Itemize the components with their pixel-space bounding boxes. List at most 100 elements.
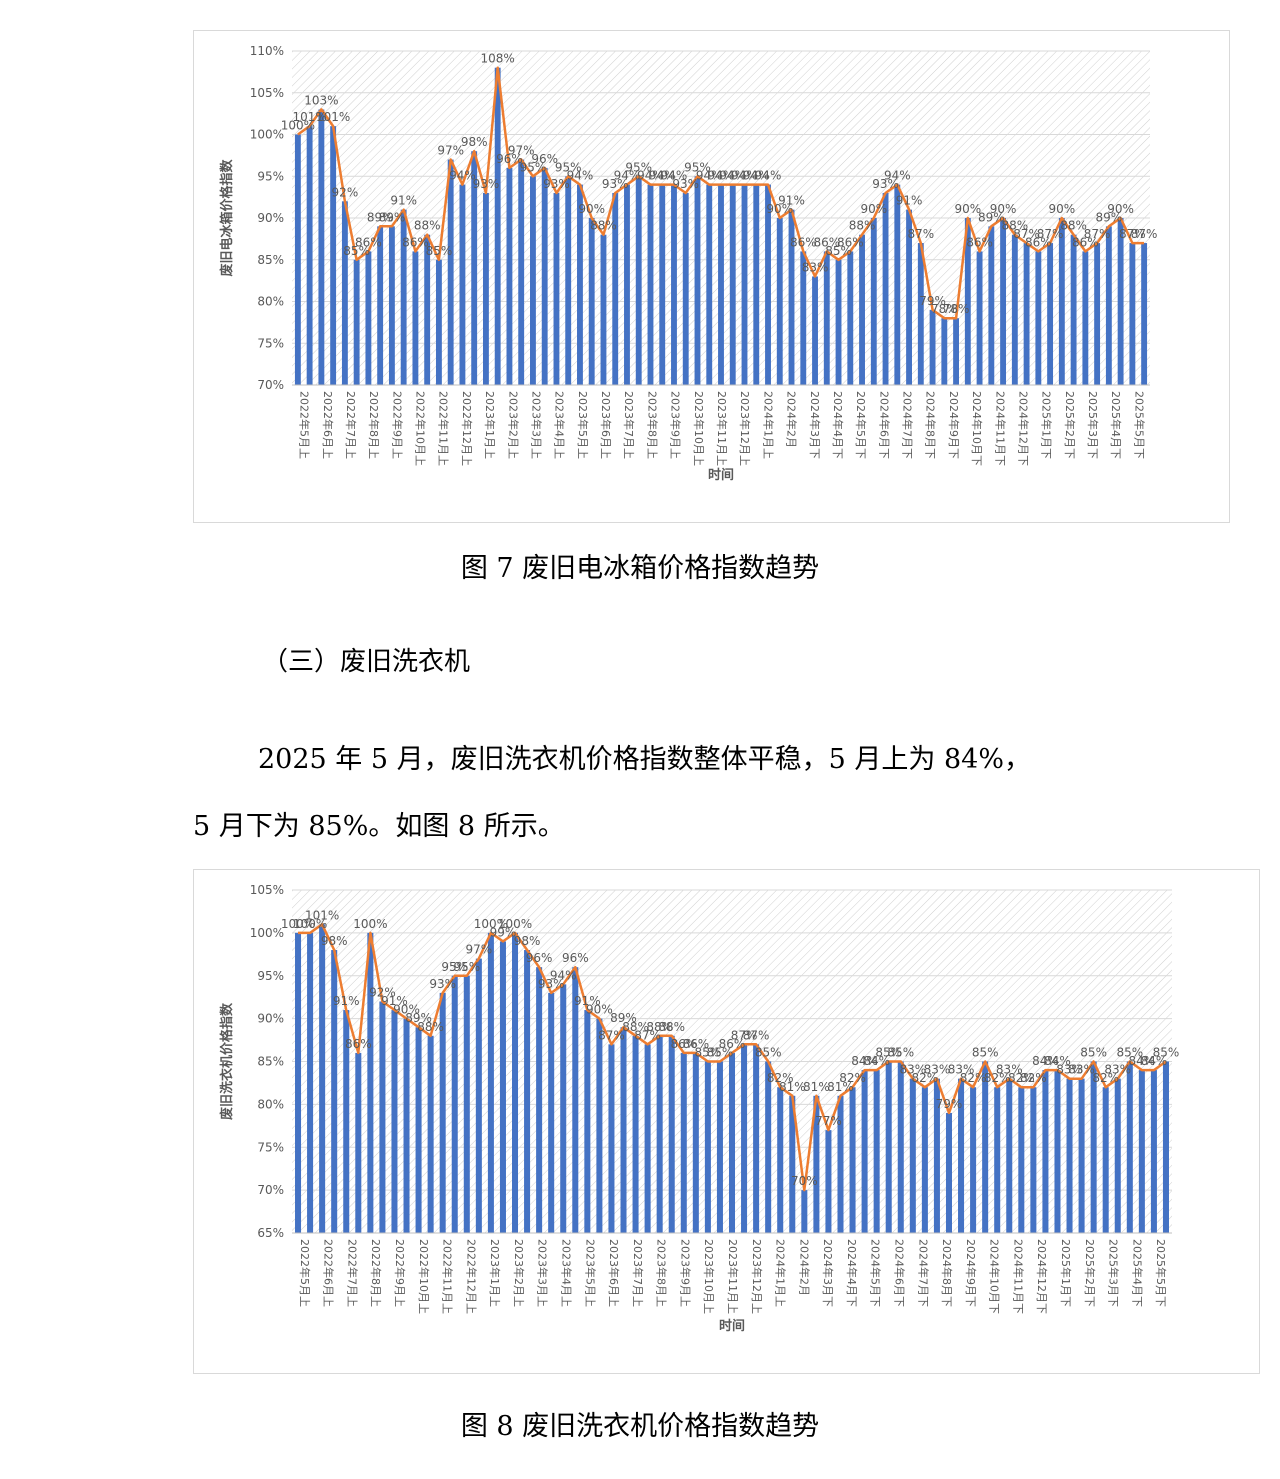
bar [994,1087,1001,1233]
data-label: 83% [1056,1063,1083,1077]
data-label: 95% [520,160,547,174]
bar [835,259,842,385]
data-label: 96% [496,152,523,166]
x-tick-label: 2025年3月下 [1107,1239,1121,1307]
data-label: 100% [281,119,315,133]
bar [548,992,555,1233]
x-tick-label: 2024年2月 [785,391,799,448]
bar [680,1052,687,1233]
data-label: 82% [1020,1071,1047,1085]
bar [1102,1087,1109,1233]
data-label: 87% [1131,227,1158,241]
section-heading: （三）废旧洗衣机 [262,647,471,677]
x-tick-label: 2023年5月上 [583,1239,597,1307]
data-label: 82% [912,1071,939,1085]
bar [435,259,442,385]
x-tick-label: 2022年10月上 [414,391,428,466]
data-label: 87% [598,1028,625,1042]
bar [518,159,525,385]
data-label: 93% [538,977,565,991]
x-tick-label: 2022年9月上 [390,391,404,459]
data-label: 86% [1025,235,1052,249]
bar [1035,251,1042,385]
series-line [297,66,1145,320]
data-label: 95% [625,160,652,174]
x-tick-label: 2024年4月下 [845,1239,859,1307]
data-label: 85% [875,1046,902,1060]
x-tick-label: 2022年9月上 [393,1239,407,1307]
x-tick-label: 2022年12月上 [460,391,474,466]
bar [671,184,677,385]
x-tick-label: 2024年7月下 [916,1239,930,1307]
bar [565,176,572,385]
x-tick-label: 2023年9月上 [678,1239,692,1307]
data-label: 94% [755,169,782,183]
data-label: 89% [1096,210,1123,224]
bar [487,932,494,1233]
bar [343,1010,350,1233]
data-label: 88% [622,1020,649,1034]
bar [861,1070,868,1233]
bar [1114,1078,1121,1233]
bar [482,192,489,385]
bar [355,1052,362,1233]
x-tick-label: 2022年7月上 [345,1239,359,1307]
x-tick-label: 2023年5月上 [576,391,590,459]
x-tick-label: 2023年12月上 [738,391,752,466]
bar [1162,1061,1169,1233]
data-label: 86% [345,1037,372,1051]
data-label: 94% [550,968,577,982]
data-label: 99% [490,925,517,939]
bar [933,1078,940,1233]
x-tick-label: 2024年9月下 [947,391,961,459]
data-label: 89% [405,1011,432,1025]
data-label: 84% [1129,1054,1156,1068]
bar [1105,226,1112,385]
bar [471,151,478,385]
x-tick-label: 2023年8月上 [655,1239,669,1307]
x-tick-label: 2023年11月上 [715,391,729,466]
x-tick-label: 2022年12月上 [464,1239,478,1314]
washer-chart-svg: 65%70%75%80%85%90%95%100%105%100%100%101… [219,883,1179,1334]
data-label: 90% [1107,202,1134,216]
bar [1141,243,1148,385]
bar [885,1061,892,1233]
x-tick-label: 2022年6月上 [322,1239,336,1307]
bar [692,1052,699,1233]
data-label: 91% [778,194,805,208]
data-label: 87% [1084,227,1111,241]
data-label: 90% [860,202,887,216]
bar [656,1035,663,1233]
data-label: 83% [996,1063,1023,1077]
data-label: 90% [578,202,605,216]
data-label: 85% [695,1046,722,1060]
data-label: 90% [393,1003,420,1017]
data-label: 98% [514,934,541,948]
x-tick-label: 2024年6月下 [892,1239,906,1307]
data-label: 93% [543,177,570,191]
data-label: 81% [827,1080,854,1094]
data-label: 84% [1044,1054,1071,1068]
data-label: 90% [1049,202,1076,216]
data-label: 85% [825,244,852,258]
bar [741,184,748,385]
bar [400,209,407,385]
series-line [298,923,1167,1192]
x-tick-label: 2024年8月下 [924,391,938,459]
x-tick-label: 2022年6月上 [321,391,335,459]
data-label: 97% [466,943,493,957]
x-tick-label: 2024年10月下 [970,391,984,466]
bar [837,1095,844,1233]
bar [635,176,642,385]
data-label: 82% [1008,1071,1035,1085]
data-label: 86% [719,1037,746,1051]
x-tick-label: 2022年5月上 [298,1239,312,1307]
bar [412,251,419,385]
bar [1094,243,1101,385]
bar [753,1044,760,1233]
data-label: 90% [586,1003,613,1017]
bar [512,932,519,1233]
bar [1054,1070,1061,1233]
x-tick-label: 2023年2月上 [506,391,520,459]
data-label: 97% [437,144,464,158]
